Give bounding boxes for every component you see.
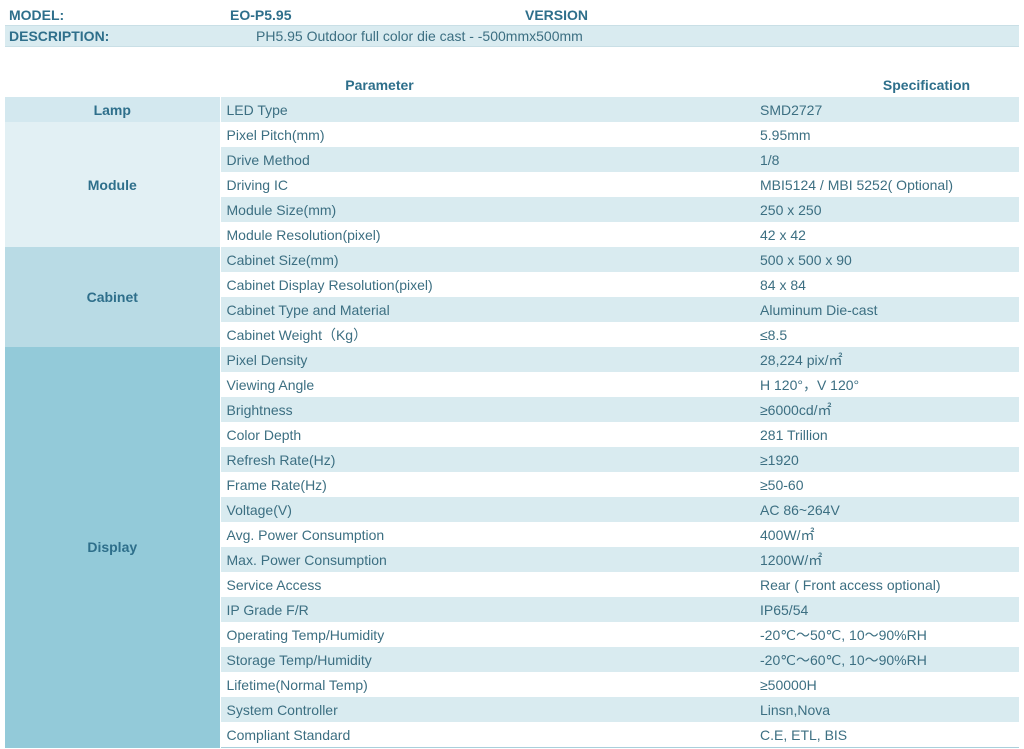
specification-cell: ≥50000H — [754, 672, 1019, 697]
description-label: DESCRIPTION: — [9, 28, 110, 44]
table-row: Service Access Rear ( Front access option… — [5, 572, 1019, 597]
table-row: Module Resolution(pixel) 42 x 42 — [5, 222, 1019, 247]
specification-cell: ≥50-60 — [754, 472, 1019, 497]
table-row: Cabinet Cabinet Size(mm) 500 x 500 x 90 — [5, 247, 1019, 347]
parameter-cell: Refresh Rate(Hz) — [220, 447, 754, 472]
parameter-cell: Storage Temp/Humidity — [220, 647, 754, 672]
parameter-cell: Lifetime(Normal Temp) — [220, 672, 754, 697]
parameter-cell: Max. Power Consumption — [220, 547, 754, 572]
specification-cell: Linsn,Nova — [754, 697, 1019, 722]
spec-table-body: Lamp LED Type SMD2727 Module Pixel Pitch(mm)… — [5, 97, 1019, 748]
table-row: Display Pixel Density 28,224 pix/㎡ — [5, 347, 1019, 748]
parameter-cell: Voltage(V) — [220, 497, 754, 522]
specification-cell: 1/8 — [754, 147, 1019, 172]
parameter-cell: Cabinet Size(mm) — [220, 247, 754, 272]
parameter-cell: Service Access — [220, 572, 754, 597]
description-row: DESCRIPTION: PH5.95 Outdoor full color d… — [5, 26, 1019, 47]
table-row: Cabinet Weight（Kg） ≤8.5 — [5, 322, 1019, 347]
specification-cell: 5.95mm — [754, 122, 1019, 147]
table-row: Compliant Standard C.E, ETL, BIS — [5, 722, 1019, 748]
specification-cell: SMD2727 — [754, 97, 1019, 122]
parameter-cell: Compliant Standard — [220, 722, 754, 748]
table-row: Driving IC MBI5124 / MBI 5252( Optional) — [5, 172, 1019, 197]
parameter-cell: Cabinet Weight（Kg） — [220, 322, 754, 347]
table-row: Cabinet Display Resolution(pixel) 84 x 84 — [5, 272, 1019, 297]
specification-cell: -20℃～50℃, 10～90%RH — [754, 622, 1019, 647]
specification-cell: 250 x 250 — [754, 197, 1019, 222]
parameter-cell: Operating Temp/Humidity — [220, 622, 754, 647]
parameter-cell: Brightness — [220, 397, 754, 422]
specification-cell: MBI5124 / MBI 5252( Optional) — [754, 172, 1019, 197]
column-header-specification: Specification — [754, 72, 1019, 97]
table-row: Viewing Angle H 120°，V 120° — [5, 372, 1019, 397]
parameter-cell: Avg. Power Consumption — [220, 522, 754, 547]
specification-cell: H 120°，V 120° — [754, 372, 1019, 397]
group-label-module: Module — [5, 122, 221, 247]
specification-cell: IP65/54 — [754, 597, 1019, 622]
spacer — [5, 47, 1019, 72]
specification-cell: 42 x 42 — [754, 222, 1019, 247]
specification-cell: ≥6000cd/㎡ — [754, 397, 1019, 422]
spec-table: Parameter Specification Lamp LED Type SMD2… — [5, 72, 1019, 748]
spec-sheet: MODEL: EO-P5.95 VERSION DESCRIPTION: PH5… — [5, 5, 1019, 748]
specification-cell: Aluminum Die-cast — [754, 297, 1019, 322]
table-row: Voltage(V) AC 86~264V — [5, 497, 1019, 522]
version-label: VERSION — [525, 7, 589, 23]
specification-cell: 1200W/㎡ — [754, 547, 1019, 572]
table-row: Operating Temp/Humidity -20℃～50℃, 10～90%R… — [5, 622, 1019, 647]
table-row: Frame Rate(Hz) ≥50-60 — [5, 472, 1019, 497]
table-header-row: Parameter Specification — [5, 72, 1019, 97]
group-label-lamp: Lamp — [5, 97, 221, 122]
specification-cell: 281 Trillion — [754, 422, 1019, 447]
parameter-cell: Color Depth — [220, 422, 754, 447]
model-value: EO-P5.95 — [230, 7, 292, 23]
parameter-cell: LED Type — [220, 97, 754, 122]
parameter-cell: Cabinet Display Resolution(pixel) — [220, 272, 754, 297]
table-row: IP Grade F/R IP65/54 — [5, 597, 1019, 622]
specification-cell: 84 x 84 — [754, 272, 1019, 297]
column-header-parameter: Parameter — [5, 72, 754, 97]
parameter-cell: Cabinet Type and Material — [220, 297, 754, 322]
table-row: Storage Temp/Humidity -20℃～60℃, 10～90%RH — [5, 647, 1019, 672]
specification-cell: 28,224 pix/㎡ — [754, 347, 1019, 372]
specification-cell: 400W/㎡ — [754, 522, 1019, 547]
parameter-cell: IP Grade F/R — [220, 597, 754, 622]
table-row: Lifetime(Normal Temp) ≥50000H — [5, 672, 1019, 697]
group-label-display: Display — [5, 347, 221, 748]
table-row: Module Pixel Pitch(mm) 5.95mm — [5, 122, 1019, 247]
table-row: Cabinet Type and Material Aluminum Die-ca… — [5, 297, 1019, 322]
table-row: Drive Method 1/8 — [5, 147, 1019, 172]
table-row: Max. Power Consumption 1200W/㎡ — [5, 547, 1019, 572]
parameter-cell: Pixel Density — [220, 347, 754, 372]
table-row: Brightness ≥6000cd/㎡ — [5, 397, 1019, 422]
table-row: Color Depth 281 Trillion — [5, 422, 1019, 447]
specification-cell: C.E, ETL, BIS — [754, 722, 1019, 748]
table-row: Lamp LED Type SMD2727 — [5, 97, 1019, 122]
parameter-cell: Driving IC — [220, 172, 754, 197]
specification-cell: AC 86~264V — [754, 497, 1019, 522]
parameter-cell: Viewing Angle — [220, 372, 754, 397]
table-row: Refresh Rate(Hz) ≥1920 — [5, 447, 1019, 472]
parameter-cell: Module Resolution(pixel) — [220, 222, 754, 247]
model-row: MODEL: EO-P5.95 VERSION — [5, 5, 1019, 26]
group-label-cabinet: Cabinet — [5, 247, 221, 347]
description-value: PH5.95 Outdoor full color die cast - -50… — [256, 28, 583, 44]
specification-cell: -20℃～60℃, 10～90%RH — [754, 647, 1019, 672]
table-row: Avg. Power Consumption 400W/㎡ — [5, 522, 1019, 547]
specification-cell: Rear ( Front access optional) — [754, 572, 1019, 597]
parameter-cell: Module Size(mm) — [220, 197, 754, 222]
parameter-cell: Drive Method — [220, 147, 754, 172]
model-label: MODEL: — [9, 7, 65, 23]
parameter-cell: Pixel Pitch(mm) — [220, 122, 754, 147]
parameter-cell: System Controller — [220, 697, 754, 722]
parameter-cell: Frame Rate(Hz) — [220, 472, 754, 497]
table-row: System Controller Linsn,Nova — [5, 697, 1019, 722]
specification-cell: ≥1920 — [754, 447, 1019, 472]
table-row: Module Size(mm) 250 x 250 — [5, 197, 1019, 222]
specification-cell: 500 x 500 x 90 — [754, 247, 1019, 272]
specification-cell: ≤8.5 — [754, 322, 1019, 347]
